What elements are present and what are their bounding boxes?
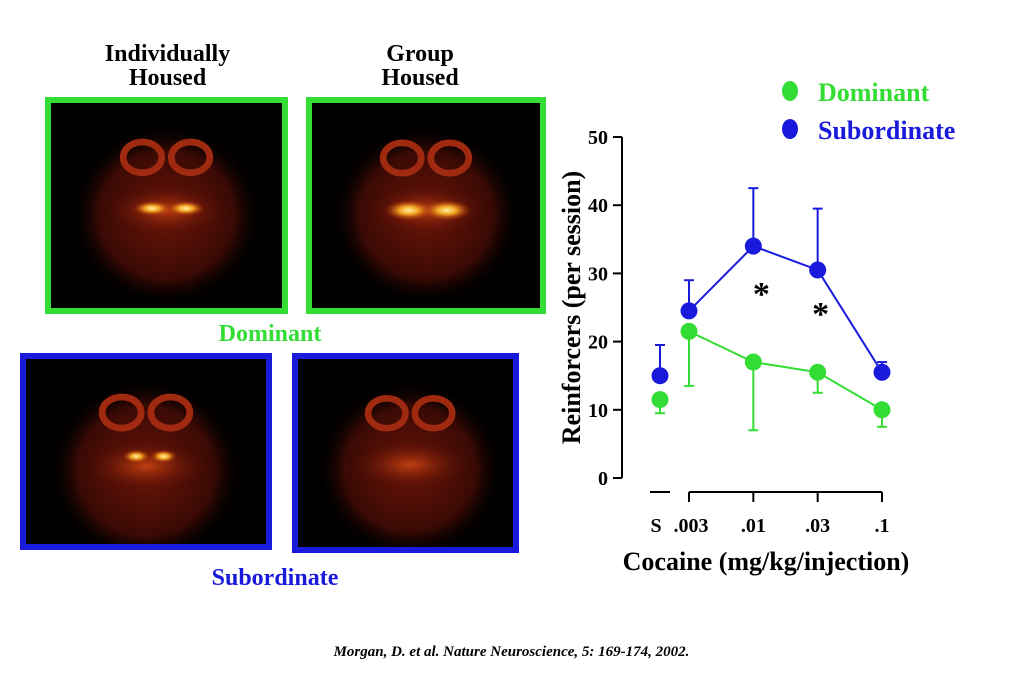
- scan-image: [20, 353, 272, 550]
- annotation: *: [753, 276, 770, 313]
- legend-marker: [782, 81, 798, 101]
- legend-marker: [782, 119, 798, 139]
- x-tick-label: .01: [741, 515, 766, 537]
- annotation: *: [812, 296, 829, 333]
- row-label: Dominant: [218, 321, 322, 347]
- column-label: Group Housed: [381, 41, 459, 91]
- scan-image: [45, 97, 288, 314]
- y-tick-label: 20: [588, 332, 608, 354]
- y-tick-label: 30: [588, 263, 608, 285]
- data-point: [744, 237, 762, 255]
- x-tick-label: .1: [875, 515, 890, 537]
- scan-image: [306, 97, 546, 314]
- y-tick-label: 10: [588, 400, 608, 422]
- x-tick-label: S: [650, 515, 661, 537]
- x-axis-label: Cocaine (mg/kg/injection): [623, 547, 910, 576]
- data-point: [680, 322, 698, 340]
- y-axis-label: Reinforcers (per session): [557, 171, 586, 444]
- legend-label: Subordinate: [818, 116, 955, 145]
- data-point: [680, 302, 698, 320]
- series-line: [688, 244, 883, 373]
- x-tick-label: .03: [805, 515, 830, 537]
- data-point: [744, 353, 762, 371]
- y-tick-label: 50: [588, 127, 608, 149]
- column-label: Individually Housed: [104, 41, 231, 91]
- data-point: [873, 363, 891, 381]
- legend-label: Dominant: [818, 78, 930, 107]
- y-tick-label: 0: [598, 468, 608, 490]
- data-point: [809, 363, 827, 381]
- data-point: [651, 391, 669, 409]
- data-point: [873, 401, 891, 419]
- row-label: Subordinate: [211, 565, 339, 591]
- citation: Morgan, D. et al. Nature Neuroscience, 5…: [333, 644, 690, 660]
- y-tick-label: 40: [588, 195, 608, 217]
- scan-image: [292, 353, 519, 553]
- series-line: [688, 330, 883, 411]
- data-point: [809, 261, 827, 279]
- data-point: [651, 367, 669, 385]
- x-tick-label: .003: [674, 515, 709, 537]
